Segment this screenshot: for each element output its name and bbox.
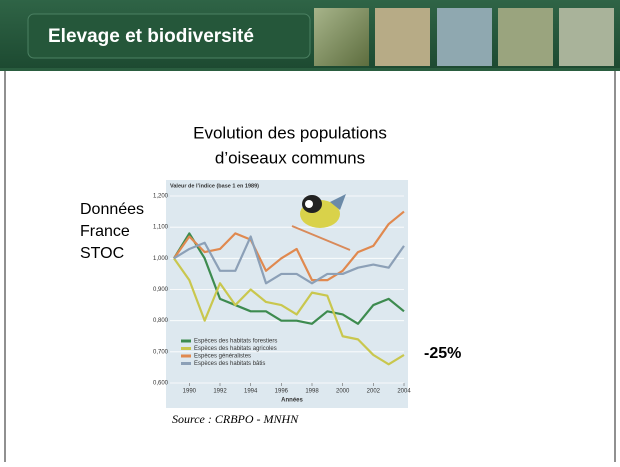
y-tick-label: 0,600 [153, 381, 169, 387]
x-tick-label: 1992 [213, 389, 227, 395]
x-tick-label: 1990 [183, 389, 197, 395]
photo [437, 8, 492, 66]
page: {"slide": {"title": "Elevage et biodiver… [0, 0, 620, 462]
bird-photos [314, 8, 614, 66]
side-note: Données [80, 201, 144, 218]
slide: Elevage et biodiversité Evolution des po… [0, 0, 620, 462]
photo [314, 8, 369, 66]
heading: d’oiseaux communs [215, 148, 365, 167]
annotation: -25% [424, 345, 461, 362]
y-tick-label: 1,200 [153, 194, 169, 200]
slide-title: Elevage et biodiversité [48, 26, 254, 47]
legend-label: Espèces des habitats forestiers [194, 339, 277, 345]
y-tick-label: 0,800 [153, 318, 169, 324]
legend-label: Espèces des habitats bâtis [194, 361, 265, 367]
x-tick-label: 2004 [397, 389, 411, 395]
x-tick-label: 1996 [275, 389, 289, 395]
x-tick-label: 2002 [367, 389, 381, 395]
legend-label: Espèces généralistes [194, 354, 251, 360]
heading: Evolution des populations [193, 123, 387, 142]
legend-swatch [181, 355, 191, 358]
x-tick-label: 2000 [336, 389, 350, 395]
legend-swatch [181, 347, 191, 350]
y-tick-label: 0,900 [153, 287, 169, 293]
side-note: STOC [80, 245, 124, 262]
y-axis-title: Valeur de l’indice (base 1 en 1989) [170, 183, 259, 189]
photo [498, 8, 553, 66]
y-tick-label: 0,700 [153, 349, 169, 355]
source: Source : CRBPO - MNHN [172, 412, 299, 426]
chart-background [166, 180, 408, 408]
y-tick-label: 1,000 [153, 256, 169, 262]
legend-label: Espèces des habitats agricoles [194, 346, 277, 352]
x-tick-label: 1998 [305, 389, 319, 395]
legend-swatch [181, 362, 191, 365]
legend-swatch [181, 340, 191, 343]
x-axis-title: Années [281, 398, 303, 404]
y-tick-label: 1,100 [153, 225, 169, 231]
side-note: France [80, 223, 130, 240]
header-rule [0, 68, 620, 71]
x-tick-label: 1994 [244, 389, 258, 395]
photo [559, 8, 614, 66]
photo [375, 8, 430, 66]
